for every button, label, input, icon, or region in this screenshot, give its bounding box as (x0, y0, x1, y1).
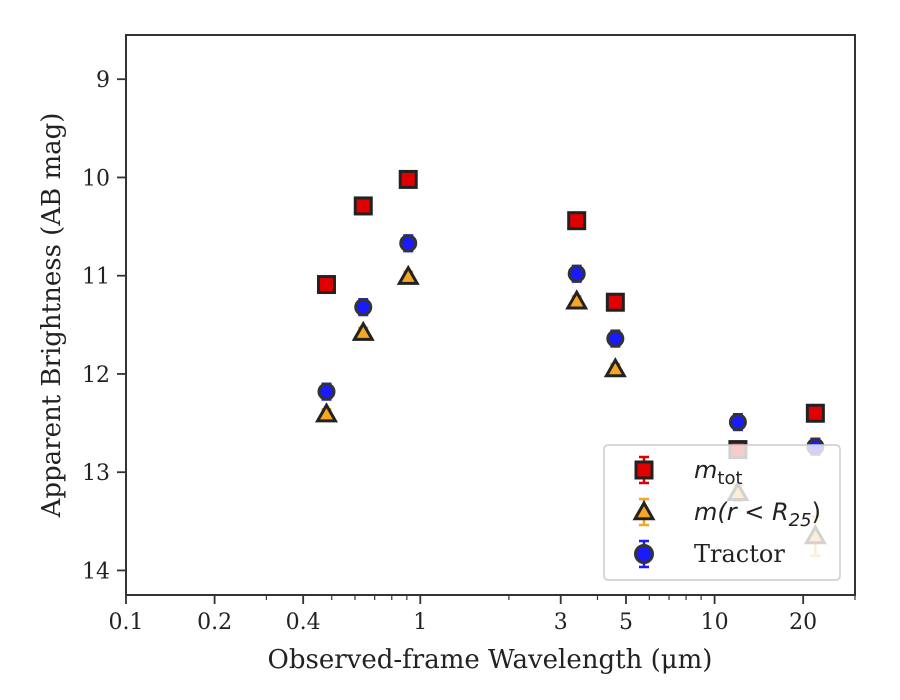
data-point-square (398, 169, 418, 189)
legend: mtot m(r < R25) Tractor (603, 444, 841, 581)
data-point-circle (399, 234, 418, 253)
y-tick-label: 9 (96, 68, 110, 93)
y-tick-label: 12 (82, 363, 110, 388)
x-tick-label: 10 (701, 610, 729, 635)
legend-label-subscript: 25 (789, 510, 812, 531)
data-point-triangle (351, 320, 375, 341)
data-point-square (567, 211, 587, 231)
data-point-circle (606, 329, 625, 348)
x-tick-label: 0.4 (286, 610, 321, 635)
legend-label-subscript: tot (717, 468, 742, 489)
x-axis-title: Observed-frame Wavelength (μm) (268, 645, 713, 675)
y-axis-title: Apparent Brightness (AB mag) (37, 113, 67, 519)
data-point-triangle (603, 357, 627, 378)
data-point-circle (354, 298, 373, 317)
legend-box (603, 444, 841, 581)
legend-label-main: Tractor (694, 540, 785, 568)
y-tick-label: 10 (82, 166, 110, 191)
x-tick-label: 3 (554, 610, 568, 635)
data-point-triangle (314, 402, 338, 423)
legend-label: mtot (694, 456, 743, 489)
data-point-square (353, 196, 373, 216)
data-point-square (805, 403, 825, 423)
x-tick-label: 5 (619, 610, 633, 635)
x-tick-label: 20 (789, 610, 817, 635)
plot-frame (125, 34, 856, 596)
legend-label-main: m (694, 456, 717, 484)
legend-marker-triangle (632, 500, 656, 521)
legend-label: Tractor (694, 540, 785, 568)
data-point-circle (317, 382, 336, 401)
data-point-triangle (565, 289, 589, 310)
legend-label: m(r < R25) (694, 498, 821, 531)
y-tick-label: 13 (82, 461, 110, 486)
legend-label-tail: ) (812, 498, 821, 526)
data-point-square (316, 275, 336, 295)
x-tick-label: 0.2 (197, 610, 232, 635)
data-point-circle (728, 413, 747, 432)
x-tick-label: 1 (413, 610, 427, 635)
legend-marker-square (634, 460, 654, 480)
legend-label-main: m(r < R (694, 498, 789, 526)
y-tick-label: 14 (82, 559, 110, 584)
x-tick-label: 0.1 (109, 610, 144, 635)
plot-marks (314, 169, 827, 557)
data-point-square (605, 292, 625, 312)
legend-marker-circle (634, 544, 654, 564)
data-point-circle (567, 264, 586, 283)
y-tick-label: 11 (82, 265, 110, 290)
data-point-triangle (396, 264, 420, 285)
